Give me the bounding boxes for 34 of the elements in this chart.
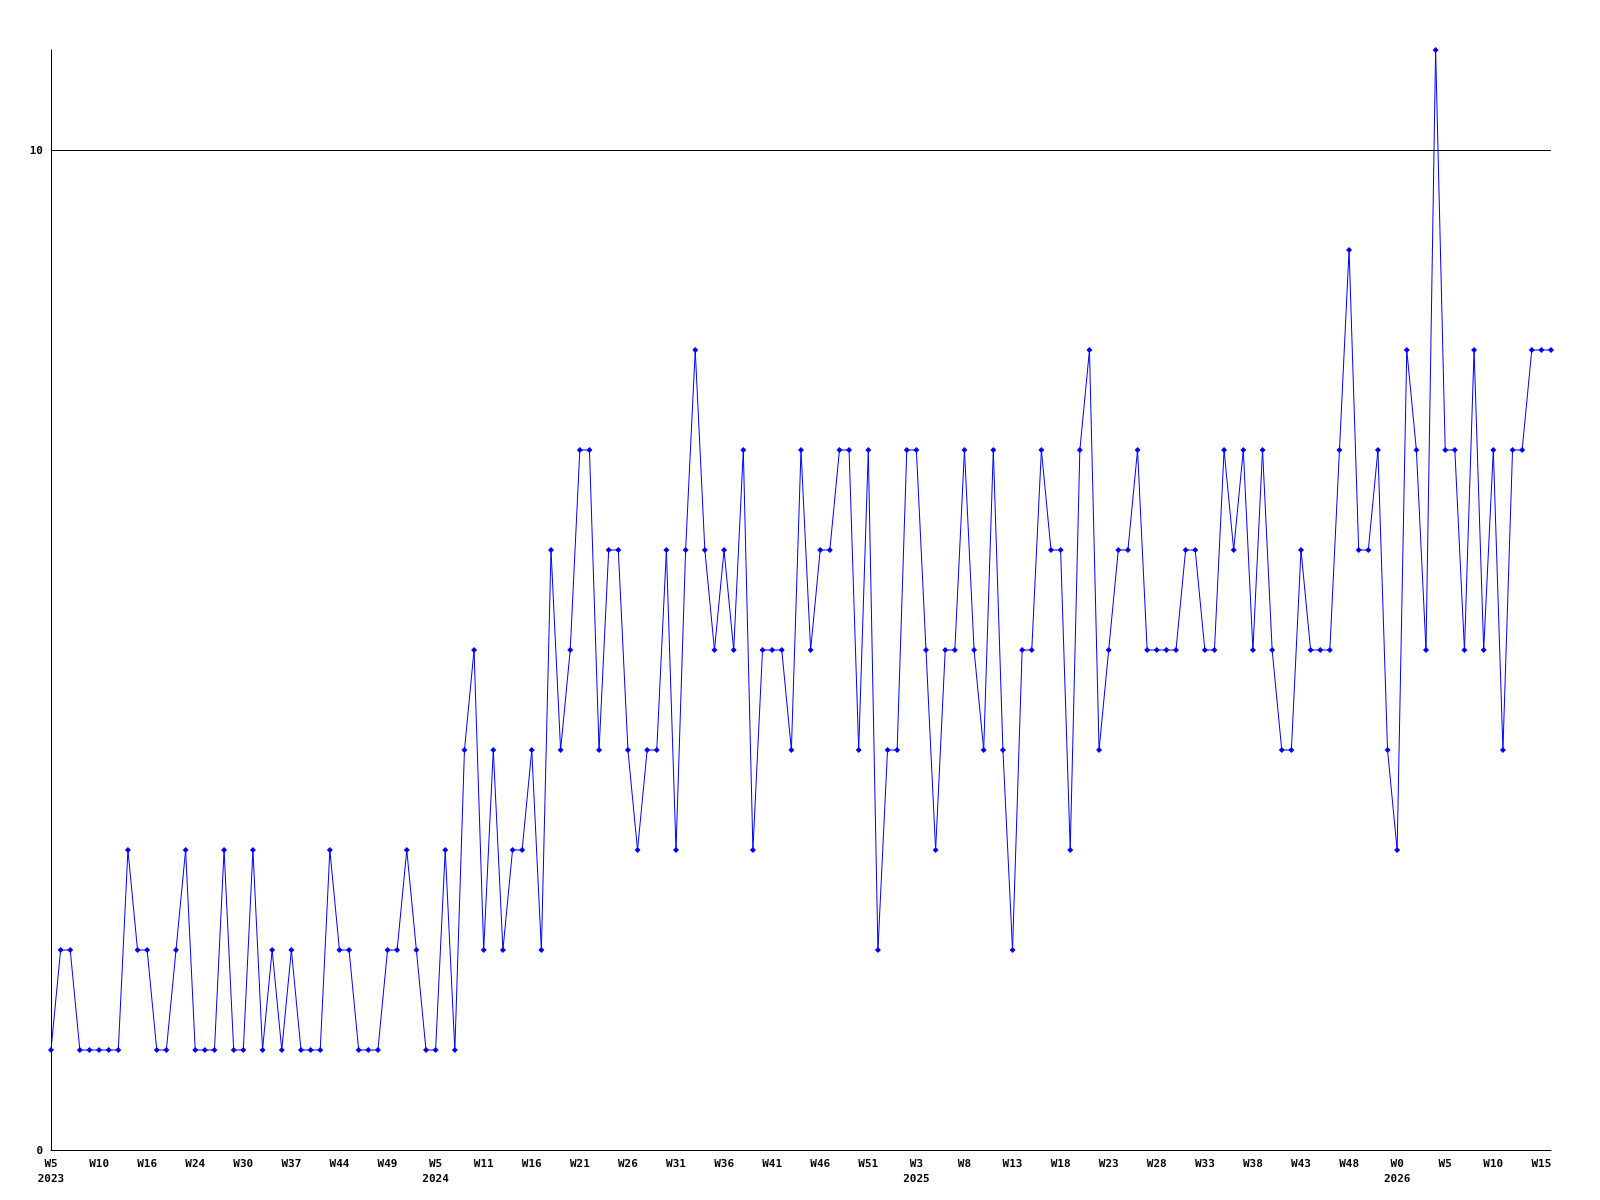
x-tick-label: W38: [1242, 1157, 1263, 1170]
x-tick-label: W5: [1438, 1157, 1452, 1170]
x-tick-label: W24: [185, 1157, 206, 1170]
x-tick-label: W28: [1146, 1157, 1167, 1170]
x-tick-label: W30: [233, 1157, 254, 1170]
x-tick-label: W51: [858, 1157, 879, 1170]
x-tick-label: W5 2024: [422, 1157, 450, 1185]
x-tick-label: W5 2023: [37, 1157, 65, 1185]
x-tick-label: W23: [1098, 1157, 1119, 1170]
x-tick-label: W8: [957, 1157, 972, 1170]
x-tick-label: W10: [1483, 1157, 1504, 1170]
x-tick-label: W37: [281, 1157, 302, 1170]
x-tick-label: W18: [1050, 1157, 1071, 1170]
x-tick-label: W16: [137, 1157, 158, 1170]
x-tick-label: W36: [714, 1157, 735, 1170]
x-tick-label: W3 2025: [903, 1157, 930, 1185]
x-tick-label: W26: [617, 1157, 639, 1170]
x-tick-label: W33: [1194, 1157, 1215, 1170]
x-tick-label: W41: [762, 1157, 783, 1170]
x-tick-label: W10: [89, 1157, 110, 1170]
x-tick-label: W0 2026: [1383, 1157, 1411, 1185]
y-tick-label: 0: [36, 1143, 43, 1157]
x-tick-label: W15: [1531, 1157, 1552, 1170]
x-tick-label: W49: [377, 1157, 398, 1170]
x-tick-label: W31: [666, 1157, 687, 1170]
x-tick-label: W21: [569, 1157, 591, 1170]
x-tick-label: W16: [521, 1157, 543, 1170]
x-tick-label: W11: [473, 1157, 494, 1170]
x-tick-label: W46: [810, 1157, 831, 1170]
x-tick-label: W13: [1002, 1157, 1023, 1170]
x-tick-label: W43: [1291, 1157, 1311, 1170]
y-tick-label: 10: [29, 143, 43, 157]
x-tick-label: W44: [329, 1157, 350, 1170]
x-tick-label: W48: [1339, 1157, 1360, 1170]
